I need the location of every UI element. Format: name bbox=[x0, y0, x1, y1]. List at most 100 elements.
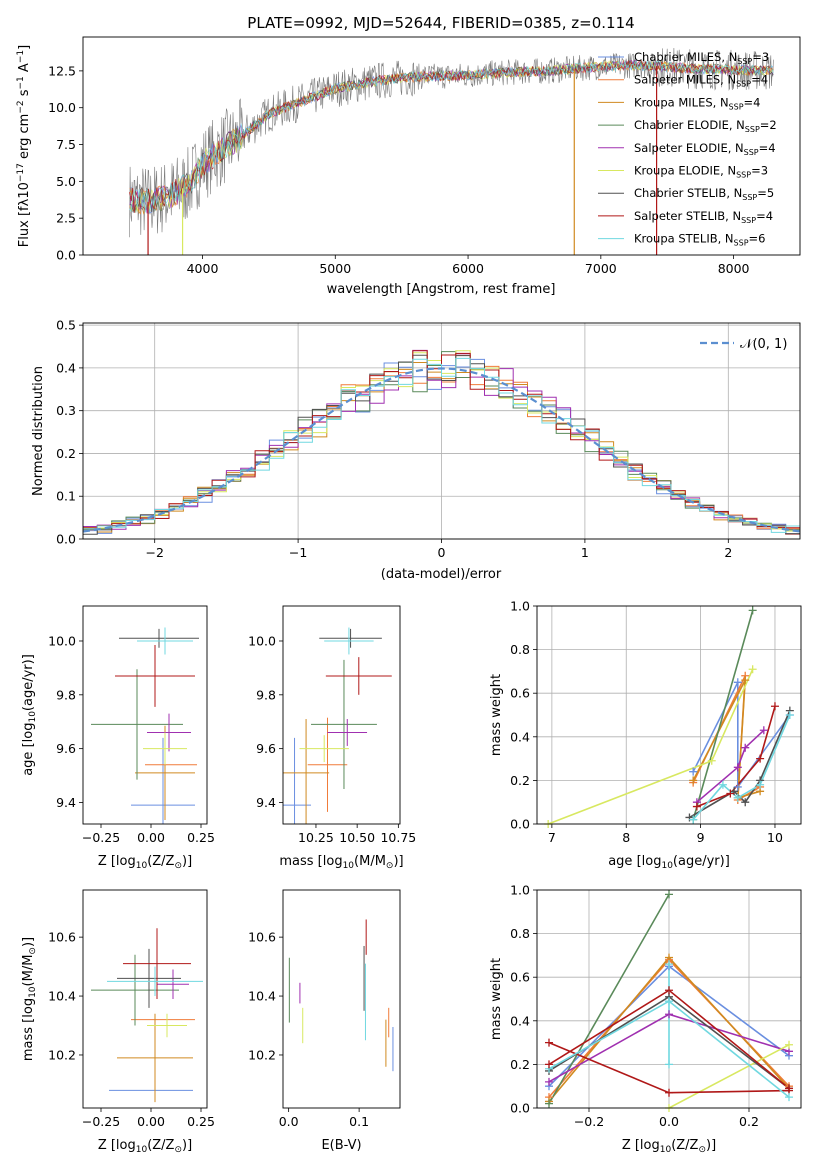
x-tick-label: 10.75 bbox=[380, 830, 416, 845]
y-tick-label: 9.8 bbox=[56, 687, 76, 702]
y-tick-label: 10.0 bbox=[248, 633, 276, 648]
y-tick-label: 0.8 bbox=[510, 926, 530, 941]
weight-line bbox=[696, 706, 776, 808]
residuals-x-label: (data-model)/error bbox=[381, 567, 502, 582]
legend-label: Salpeter MILES, NSSP=4 bbox=[634, 73, 768, 89]
legend-label-text: Salpeter STELIB, N bbox=[634, 209, 741, 223]
weight-marker bbox=[726, 789, 735, 798]
weight-marker bbox=[689, 776, 698, 785]
mass-z-panel-x-label-part: Z [log bbox=[98, 1138, 136, 1153]
weight-marker bbox=[770, 702, 779, 711]
age-mass-panel-x-label-part: 10 bbox=[343, 861, 355, 871]
weight-age-panel-x-label-part: (age/yr)] bbox=[673, 854, 730, 869]
weight-z-panel: −0.2 0.0 0.2 0.0 0.2 0.4 0.6 0.8 1.0 Z [log10(Z/Z… bbox=[489, 883, 802, 1155]
plot-area bbox=[91, 928, 203, 1103]
weight-age-panel-x-label-part: 10 bbox=[661, 861, 673, 871]
figure-title: PLATE=0992, MJD=52644, FIBERID=0385, z=0… bbox=[247, 14, 634, 32]
y-tick-label: 0.0 bbox=[56, 532, 76, 547]
y-tick-label: 0.4 bbox=[510, 1013, 530, 1028]
age-mass-panel-x-label-part: )] bbox=[393, 854, 403, 869]
weight-z-panel-x-label: Z [log10(Z/Z⊙)] bbox=[622, 1138, 716, 1155]
weight-marker bbox=[692, 802, 701, 811]
x-tick-label: 10.50 bbox=[339, 830, 375, 845]
y-tick-label: 0.0 bbox=[56, 248, 76, 263]
residuals-y-label: Normed distribution bbox=[31, 366, 46, 496]
legend-label-rest: =4 bbox=[744, 95, 761, 109]
weight-marker bbox=[665, 986, 673, 995]
legend-label-sub: SSP bbox=[737, 57, 752, 66]
weight-line bbox=[548, 894, 670, 1104]
x-tick-label: 5000 bbox=[319, 261, 351, 276]
axes-frame bbox=[82, 322, 801, 540]
axes-frame bbox=[82, 36, 801, 256]
y-tick-label: 0.6 bbox=[510, 686, 530, 701]
legend-label-rest: =3 bbox=[752, 50, 769, 64]
x-tick-label: 10 bbox=[767, 830, 783, 845]
weight-marker bbox=[733, 782, 742, 791]
x-tick-label: −0.25 bbox=[82, 830, 120, 845]
y-tick-label: 5.0 bbox=[56, 174, 76, 189]
x-tick-label: 7000 bbox=[585, 261, 617, 276]
legend-label: Kroupa MILES, NSSP=4 bbox=[634, 95, 760, 111]
x-tick-label: 0 bbox=[438, 545, 446, 560]
weight-line bbox=[692, 675, 761, 802]
weight-line bbox=[692, 681, 791, 790]
spectrum-model-line bbox=[129, 60, 774, 214]
legend-label-rest: =4 bbox=[756, 209, 773, 223]
weight-marker bbox=[733, 678, 742, 687]
x-tick-label: 0.1 bbox=[349, 1114, 369, 1129]
weight-z-panel-y-label: mass weight bbox=[489, 958, 504, 1040]
age-z-panel: −0.25 0.00 0.259.49.69.810.0Z [log10(Z/Z⊙)… bbox=[21, 605, 215, 871]
x-tick-label: 0.00 bbox=[137, 830, 165, 845]
axes-frame bbox=[536, 605, 802, 825]
y-tick-label: 0.8 bbox=[510, 642, 530, 657]
weight-age-panel-x-label-part: age [log bbox=[608, 854, 661, 869]
mass-z-panel-x-label-part: (Z/Z bbox=[147, 1138, 174, 1153]
spectrum-y-label-part: erg cm bbox=[17, 114, 32, 163]
age-z-panel-y-label: age [log10(age/yr)] bbox=[21, 654, 38, 776]
weight-marker bbox=[785, 1040, 793, 1049]
spectrum-y-label-part: −2 bbox=[16, 100, 26, 113]
x-tick-label: −2 bbox=[145, 545, 163, 560]
legend-label: Salpeter ELODIE, NSSP=4 bbox=[634, 141, 776, 157]
plot-area bbox=[547, 610, 791, 824]
y-tick-label: 0.2 bbox=[510, 773, 530, 788]
y-tick-label: 0.0 bbox=[510, 817, 530, 832]
mass-z-panel-y-label-part: ⊙ bbox=[28, 947, 38, 955]
weight-marker bbox=[741, 743, 750, 752]
axes-frame bbox=[82, 889, 208, 1109]
legend-label-text: Kroupa ELODIE, N bbox=[634, 164, 736, 178]
age-mass-panel-x-label-part: ⊙ bbox=[386, 861, 394, 871]
y-tick-label: 0.4 bbox=[56, 360, 76, 375]
age-mass-panel-x-label: mass [log10(M/M⊙)] bbox=[279, 854, 403, 871]
x-tick-label: 9 bbox=[697, 830, 705, 845]
y-tick-label: 12.5 bbox=[48, 63, 76, 78]
x-tick-label: 10.25 bbox=[298, 830, 334, 845]
weight-marker bbox=[759, 726, 768, 735]
x-tick-label: 8000 bbox=[718, 261, 750, 276]
legend-label: Kroupa STELIB, NSSP=6 bbox=[634, 232, 765, 248]
weight-marker bbox=[665, 960, 673, 969]
weight-marker bbox=[665, 997, 673, 1006]
x-tick-label: 7 bbox=[548, 830, 556, 845]
weight-marker bbox=[665, 1088, 673, 1097]
spectrum-y-label-part: ] bbox=[17, 45, 32, 50]
residual-histogram-line bbox=[83, 351, 800, 531]
y-tick-label: 1.0 bbox=[510, 883, 530, 898]
panels: 4000 5000 6000 7000 80000.02.55.07.510.012.5… bbox=[16, 36, 802, 1155]
weight-marker bbox=[785, 1084, 793, 1093]
y-tick-label: 10.2 bbox=[48, 1047, 76, 1062]
y-tick-label: 7.5 bbox=[56, 137, 76, 152]
x-tick-label: 0.25 bbox=[187, 830, 215, 845]
weight-marker bbox=[741, 676, 750, 685]
plot-area bbox=[283, 627, 392, 824]
mass-z-panel-y-label-part: mass [log bbox=[21, 998, 36, 1061]
axes-frame bbox=[536, 889, 802, 1109]
y-tick-label: 10.4 bbox=[248, 989, 276, 1004]
y-tick-label: 0.3 bbox=[56, 403, 76, 418]
weight-z-panel-x-label-part: ⊙ bbox=[698, 1145, 706, 1155]
x-tick-label: 0.0 bbox=[279, 1114, 299, 1129]
gaussian-legend-label: 𝒩(0, 1) bbox=[740, 337, 787, 352]
